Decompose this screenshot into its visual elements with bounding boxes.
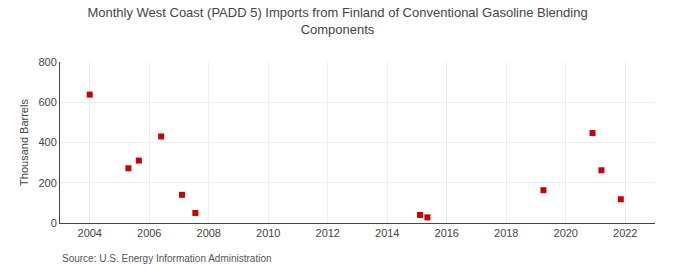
svg-text:800: 800 bbox=[38, 56, 56, 68]
svg-text:2004: 2004 bbox=[78, 227, 102, 239]
svg-text:400: 400 bbox=[38, 136, 56, 148]
svg-text:2020: 2020 bbox=[554, 227, 578, 239]
svg-text:2010: 2010 bbox=[256, 227, 280, 239]
svg-text:2016: 2016 bbox=[435, 227, 459, 239]
svg-text:2018: 2018 bbox=[494, 227, 518, 239]
svg-text:2014: 2014 bbox=[375, 227, 399, 239]
svg-text:0: 0 bbox=[51, 217, 57, 229]
svg-text:2006: 2006 bbox=[137, 227, 161, 239]
svg-text:2012: 2012 bbox=[316, 227, 340, 239]
svg-text:200: 200 bbox=[38, 177, 56, 189]
svg-text:2008: 2008 bbox=[197, 227, 221, 239]
svg-text:Source: U.S. Energy Informatio: Source: U.S. Energy Information Administ… bbox=[62, 253, 272, 264]
svg-text:Thousand Barrels: Thousand Barrels bbox=[18, 99, 30, 186]
svg-text:2022: 2022 bbox=[613, 227, 637, 239]
svg-text:600: 600 bbox=[38, 96, 56, 108]
svg-text:Monthly West Coast (PADD 5) Im: Monthly West Coast (PADD 5) Imports from… bbox=[87, 5, 587, 37]
